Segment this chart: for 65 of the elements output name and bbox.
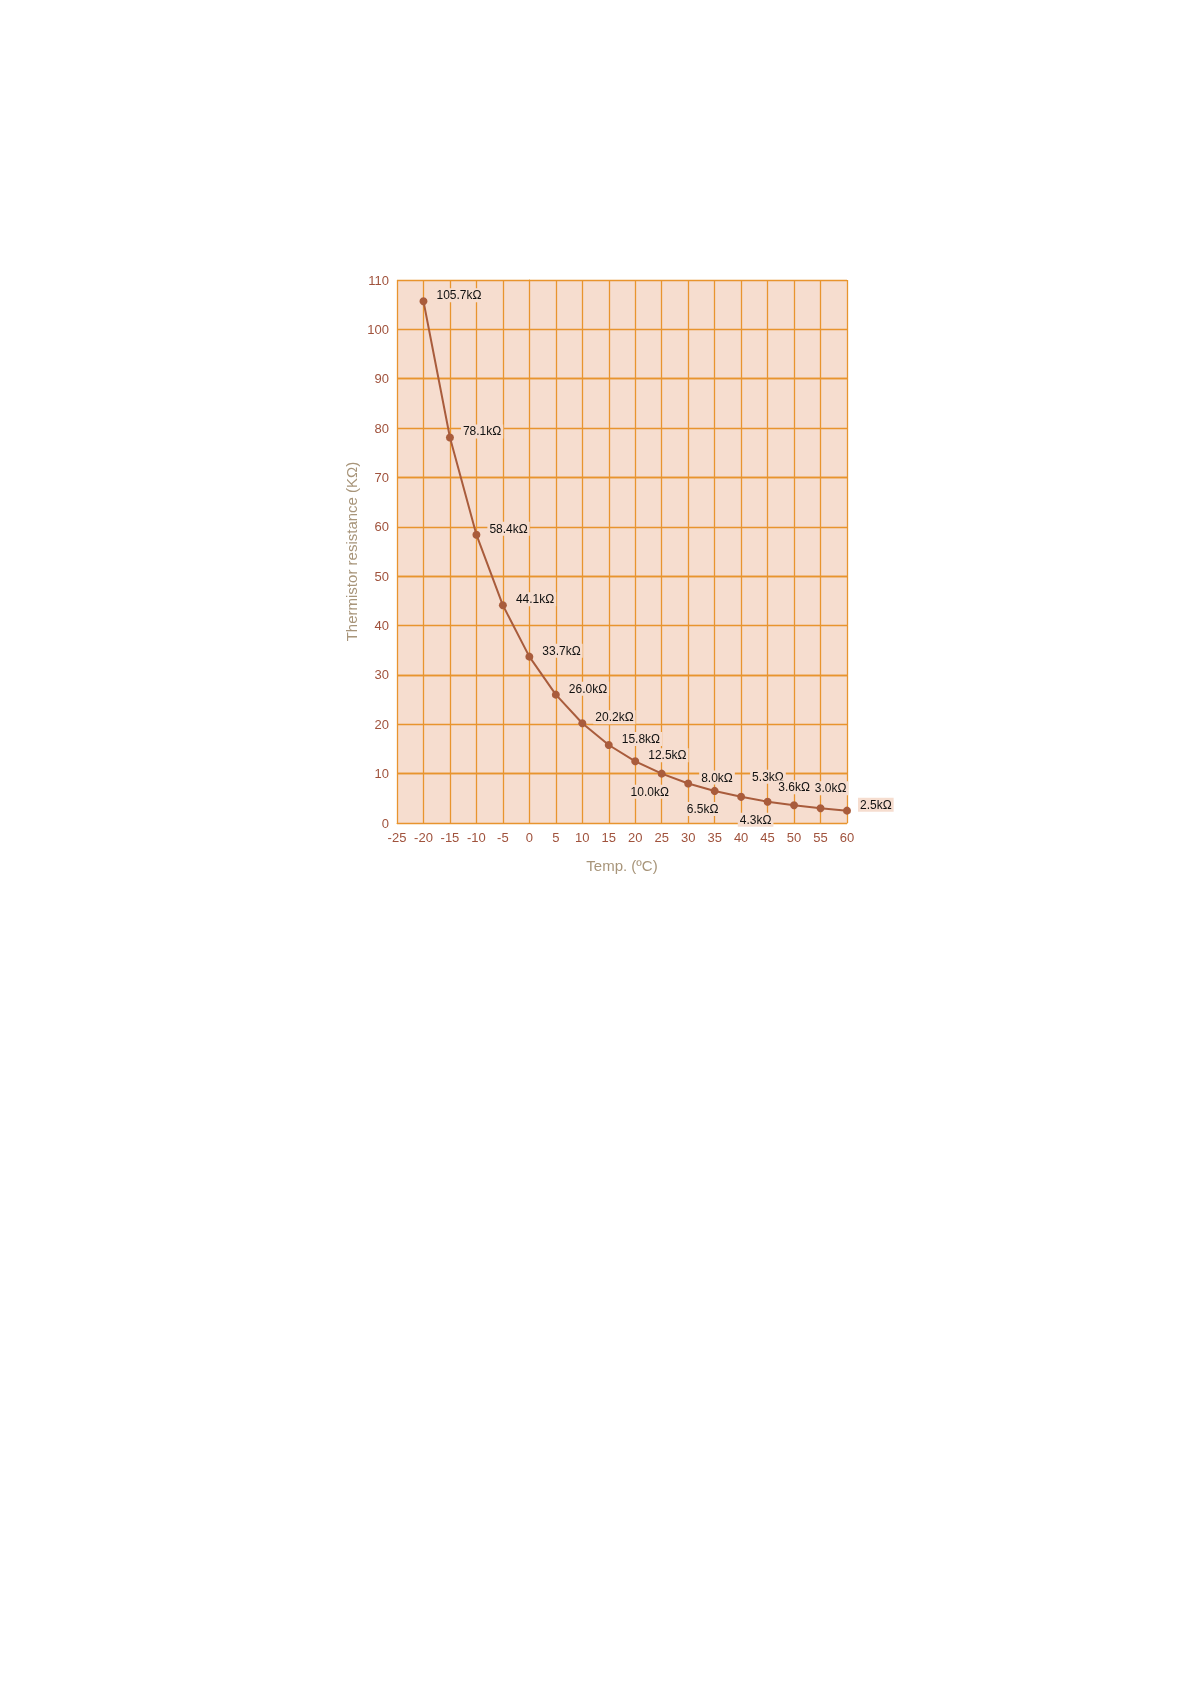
y-tick-label: 30 — [374, 667, 389, 683]
x-tick-label: -5 — [497, 830, 509, 845]
y-tick-label: 80 — [374, 420, 389, 436]
point — [578, 719, 587, 728]
y-tick-label: 70 — [374, 469, 389, 485]
x-tick-label: 50 — [786, 830, 802, 845]
point — [498, 601, 507, 610]
y-tick-label: 90 — [374, 371, 389, 387]
data-label: 3.0kΩ — [814, 781, 847, 796]
point — [472, 530, 481, 539]
data-label: 6.5kΩ — [686, 801, 719, 816]
data-label: 4.3kΩ — [739, 812, 772, 827]
x-tick-label: -15 — [440, 830, 460, 845]
point — [604, 741, 613, 749]
data-label: 105.7kΩ — [436, 288, 482, 303]
x-tick-label: 25 — [654, 830, 669, 845]
point — [419, 297, 428, 306]
point — [684, 779, 693, 788]
y-tick-label: 0 — [381, 815, 389, 831]
point — [737, 792, 746, 801]
point — [657, 769, 666, 778]
x-axis-title: Temp. (ºC) — [586, 857, 658, 874]
x-tick-label: 55 — [813, 830, 828, 845]
x-tick-label: 5 — [552, 830, 560, 845]
x-tick-label: 30 — [680, 830, 696, 845]
data-label: 3.6kΩ — [778, 780, 810, 795]
y-axis-title: Thermistor resistance (KΩ) — [343, 461, 360, 642]
x-tick-label: -20 — [414, 830, 433, 845]
point — [763, 797, 772, 806]
data-label: 44.1kΩ — [515, 592, 555, 607]
x-tick-label: 10 — [575, 830, 590, 845]
x-tick-label: 15 — [601, 830, 616, 845]
point — [816, 804, 825, 813]
data-label: 58.4kΩ — [489, 521, 528, 536]
point — [551, 690, 560, 699]
point — [525, 652, 534, 661]
data-label: 26.0kΩ — [568, 681, 608, 696]
point — [445, 433, 454, 442]
data-label: 33.7kΩ — [542, 643, 581, 658]
y-tick-label: 10 — [374, 766, 389, 782]
point — [710, 786, 719, 795]
y-tick-label: 60 — [374, 519, 389, 535]
x-tick-label: -10 — [467, 830, 486, 845]
data-label: 12.5kΩ — [648, 748, 687, 763]
y-tick-label: 50 — [374, 568, 389, 584]
x-tick-label: 35 — [707, 830, 722, 845]
y-tick-label: 110 — [368, 272, 389, 288]
x-tick-label: -25 — [387, 830, 407, 845]
point — [790, 801, 799, 810]
y-tick-label: 40 — [374, 618, 389, 634]
point — [843, 806, 851, 815]
x-tick-label: 60 — [839, 830, 855, 845]
x-tick-label: 20 — [628, 830, 643, 845]
y-tick-label: 100 — [367, 321, 389, 337]
x-tick-label: 40 — [733, 830, 749, 845]
x-tick-label: 0 — [525, 830, 533, 845]
data-label: 15.8kΩ — [621, 732, 661, 747]
x-tick-label: 45 — [760, 830, 775, 845]
point — [631, 757, 640, 766]
data-label: 20.2kΩ — [595, 710, 634, 725]
data-label: 78.1kΩ — [462, 424, 502, 439]
y-tick-label: 20 — [374, 716, 389, 732]
data-label: 2.5kΩ — [860, 797, 892, 812]
data-label: 8.0kΩ — [701, 770, 733, 785]
data-label: 10.0kΩ — [630, 784, 669, 799]
